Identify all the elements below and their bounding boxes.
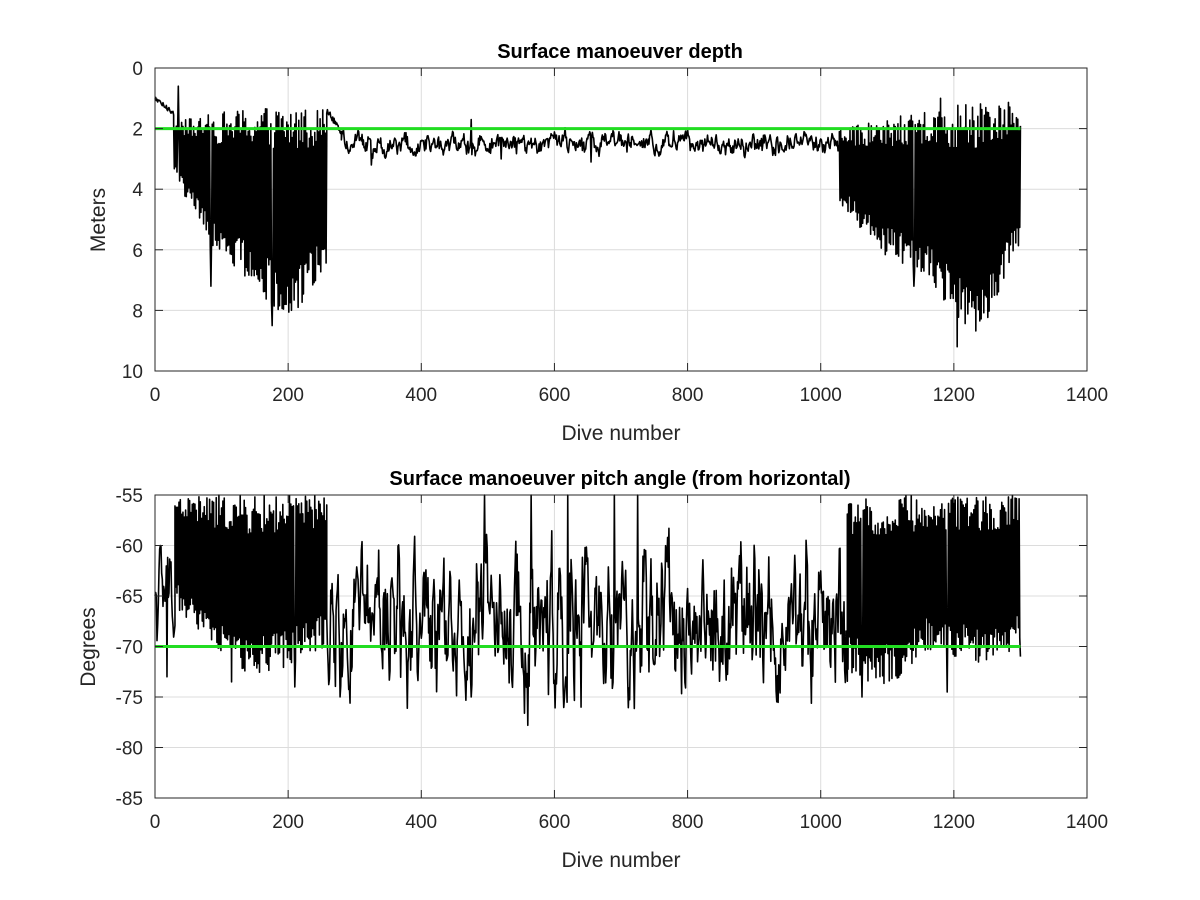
y-tick-label: 10 xyxy=(122,362,143,383)
x-tick-label: 1200 xyxy=(933,812,975,833)
chart-title: Surface manoeuver pitch angle (from hori… xyxy=(389,468,850,490)
y-tick-label: -70 xyxy=(116,638,143,659)
x-tick-label: 1400 xyxy=(1066,385,1108,406)
y-tick-label: -55 xyxy=(116,486,143,507)
x-tick-label: 1000 xyxy=(800,385,842,406)
y-axis-label: Degrees xyxy=(77,607,100,686)
x-axis-label: Dive number xyxy=(561,422,680,445)
chart-title: Surface manoeuver depth xyxy=(497,41,743,63)
x-tick-label: 400 xyxy=(405,385,437,406)
series-group xyxy=(154,494,1022,727)
x-tick-label: 600 xyxy=(539,812,571,833)
y-tick-label: 4 xyxy=(132,180,143,201)
x-tick-label: 800 xyxy=(672,812,704,833)
depth-chart: Surface manoeuver depth 0 200 400 600 800 100… xyxy=(87,41,1108,445)
x-tick-labels: 0 200 400 600 800 1000 1200 1400 xyxy=(150,495,1108,833)
series-group xyxy=(154,85,1022,348)
y-tick-label: -65 xyxy=(116,587,143,608)
y-tick-label: -75 xyxy=(116,688,143,709)
x-tick-label: 1000 xyxy=(800,812,842,833)
y-axis-label: Meters xyxy=(87,188,110,252)
pitch-chart: Surface manoeuver pitch angle (from hori… xyxy=(77,468,1108,872)
y-tick-label: 2 xyxy=(132,120,143,141)
x-tick-label: 1200 xyxy=(933,385,975,406)
x-tick-label: 200 xyxy=(272,812,304,833)
x-tick-label: 400 xyxy=(405,812,437,833)
x-tick-label: 1400 xyxy=(1066,812,1108,833)
plot-frame xyxy=(154,67,1088,372)
x-tick-label: 600 xyxy=(539,385,571,406)
y-tick-labels: -55 -60 -65 -70 -75 -80 -85 xyxy=(116,486,1087,810)
series-line xyxy=(154,85,1022,348)
x-tick-labels: 0 200 400 600 800 1000 1200 1400 xyxy=(150,68,1108,406)
y-tick-label: -85 xyxy=(116,789,143,810)
x-tick-label: 0 xyxy=(150,385,161,406)
x-axis-label: Dive number xyxy=(561,849,680,872)
y-tick-label: 6 xyxy=(132,241,143,262)
x-tick-label: 800 xyxy=(672,385,704,406)
y-tick-label: -60 xyxy=(116,537,143,558)
x-tick-label: 200 xyxy=(272,385,304,406)
y-tick-labels: 0 2 4 6 8 10 xyxy=(122,59,1087,383)
x-tick-label: 0 xyxy=(150,812,161,833)
y-tick-label: -80 xyxy=(116,739,143,760)
series-line xyxy=(154,494,1022,727)
y-tick-label: 0 xyxy=(132,59,143,80)
y-tick-label: 8 xyxy=(132,301,143,322)
